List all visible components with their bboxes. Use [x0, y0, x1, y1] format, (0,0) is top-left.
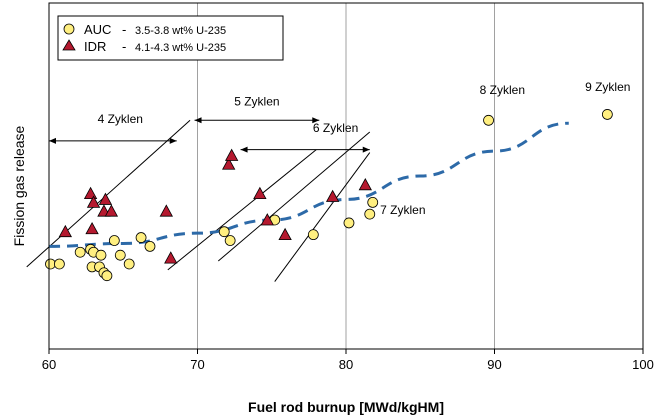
reference-line — [217, 131, 371, 262]
idr-point — [98, 192, 113, 205]
auc-point — [53, 258, 65, 270]
annotation-label: 7 Zyklen — [380, 203, 425, 217]
idr-point — [260, 213, 274, 226]
auc-point — [101, 270, 113, 282]
auc-point — [114, 249, 126, 261]
legend-auc-marker — [63, 23, 75, 35]
legend-idr-desc: 4.1-4.3 wt% U-235 — [135, 42, 226, 54]
annotation-label: 8 Zyklen — [480, 83, 525, 97]
auc-point — [123, 258, 135, 270]
auc-point — [135, 232, 147, 243]
idr-point — [224, 148, 239, 161]
idr-point — [253, 186, 267, 199]
data-points — [45, 109, 613, 282]
legend-idr-label: IDR — [84, 39, 106, 54]
cycle-arrow-head — [240, 146, 248, 153]
idr-point — [164, 251, 178, 264]
reference-line — [274, 152, 371, 282]
x-tick-label: 100 — [632, 357, 654, 372]
cycle-arrow-head — [49, 137, 56, 144]
cycle-arrow-head — [194, 117, 202, 124]
trend-line — [48, 121, 569, 248]
x-tick-label: 80 — [339, 357, 353, 372]
legend: AUC - 3.5-3.8 wt% U-235 IDR - 4.1-4.3 wt… — [57, 15, 284, 61]
auc-point — [74, 246, 86, 258]
y-axis-label: Fission gas release — [11, 125, 27, 246]
auc-point — [95, 249, 107, 261]
idr-point — [278, 227, 292, 241]
x-tick-label: 70 — [190, 357, 204, 372]
auc-point — [144, 240, 156, 252]
legend-idr-dash: - — [122, 39, 126, 54]
cycle-arrow-head — [362, 146, 370, 153]
cycle-arrow-head — [312, 117, 320, 124]
auc-point — [45, 258, 56, 270]
legend-auc-label: AUC — [84, 22, 111, 37]
reference-lines — [26, 119, 371, 282]
trend-line-path — [48, 121, 569, 248]
cycle-arrow-label: 5 Zyklen — [234, 95, 279, 109]
auc-point — [343, 217, 355, 229]
legend-auc-desc: 3.5-3.8 wt% U-235 — [135, 25, 226, 37]
legend-auc-dash: - — [122, 22, 126, 37]
auc-point — [108, 235, 120, 246]
cycle-arrow-label: 6 Zyklen — [313, 121, 358, 135]
auc-point — [601, 109, 613, 120]
idr-point — [104, 204, 119, 217]
cycle-arrows: 4 Zyklen 5 Zyklen 6 Zyklen — [49, 95, 370, 153]
legend-idr-marker — [62, 39, 76, 51]
idr-point — [222, 157, 236, 170]
cycle-arrow-label: 4 Zyklen — [98, 112, 143, 126]
auc-point — [364, 208, 376, 220]
idr-point — [159, 204, 173, 217]
idr-point — [85, 221, 99, 235]
x-tick-label: 60 — [42, 357, 56, 372]
auc-point — [483, 114, 494, 126]
x-axis-ticks: 60 70 80 90 100 — [42, 349, 654, 372]
auc-point — [307, 229, 319, 241]
auc-point — [367, 196, 379, 208]
annotation-label: 9 Zyklen — [585, 80, 630, 94]
legend-box — [57, 15, 284, 61]
idr-point — [86, 195, 101, 208]
idr-point — [83, 186, 98, 199]
cycle-arrow-head — [169, 137, 177, 144]
idr-point — [325, 189, 340, 202]
auc-point — [218, 226, 230, 238]
reference-line — [26, 119, 191, 268]
idr-point — [358, 177, 372, 191]
x-axis-label: Fuel rod burnup [MWd/kgHM] — [248, 399, 444, 415]
annotations: 7 Zyklen 8 Zyklen 9 Zyklen — [380, 80, 630, 217]
idr-point — [58, 224, 73, 238]
auc-point — [224, 235, 236, 246]
x-tick-label: 90 — [487, 357, 501, 372]
gridlines — [197, 3, 495, 349]
reference-line — [167, 149, 317, 271]
